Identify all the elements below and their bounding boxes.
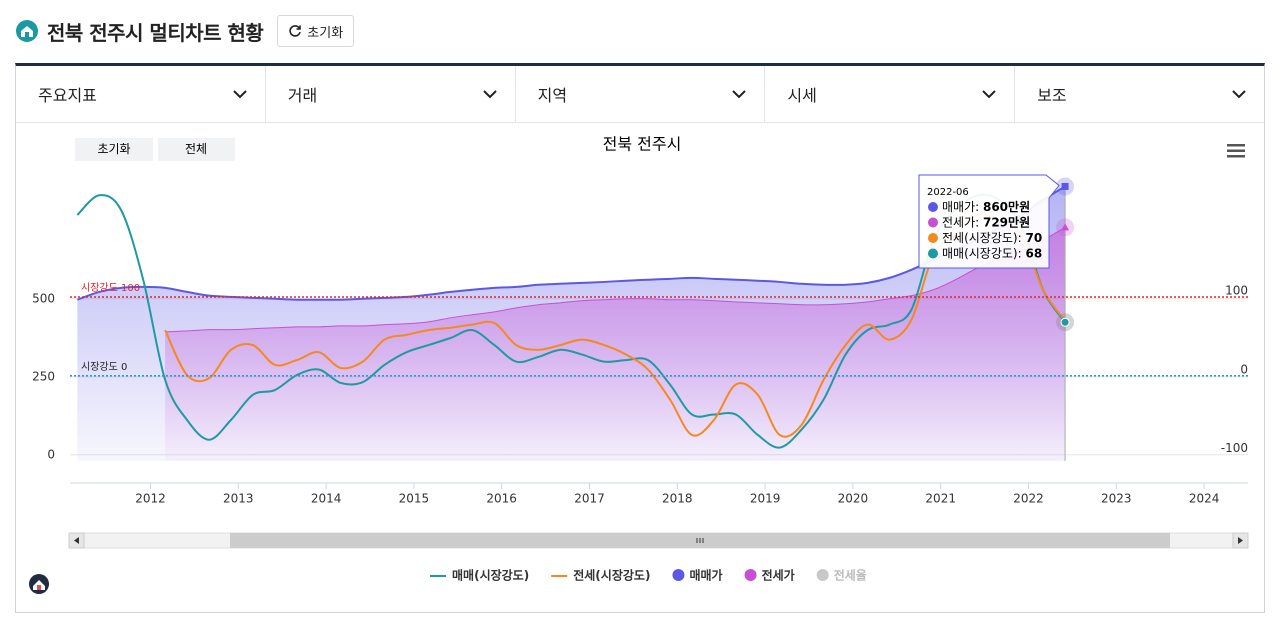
tooltip-value: 860만원 (983, 199, 1030, 214)
marker (1061, 223, 1070, 231)
scrollbar[interactable] (68, 532, 1249, 549)
tooltip-row: 매매가: 860만원 (942, 199, 1030, 214)
tooltip-sep: : (1018, 231, 1026, 245)
x-tick-label: 2019 (750, 492, 781, 506)
y2-tick-label: 100 (1225, 284, 1248, 298)
legend-item[interactable]: 전세가 (744, 568, 795, 583)
zoom-reset-label: 초기화 (97, 142, 130, 156)
tooltip-dot (928, 217, 938, 228)
tooltip-sep: : (975, 215, 983, 229)
header: 전북 전주시 멀티차트 현황 초기화 (15, 14, 355, 48)
reference-label: 시장강도 100 (81, 282, 140, 294)
tooltip-row: 매매(시장강도): 68 (942, 246, 1042, 260)
brand-icon (29, 574, 49, 594)
area (165, 227, 1066, 461)
chart-title: 전북 전주시 (603, 135, 682, 154)
x-tick-label: 2014 (311, 492, 342, 506)
tooltip-value: 729만원 (983, 214, 1030, 229)
line (76, 193, 1066, 449)
tooltip-dot (928, 202, 938, 212)
chart-panel: 주요지표 거래 지역 시세 보조 (15, 63, 1265, 613)
x-tick-label: 2024 (1189, 492, 1220, 506)
x-tick-label: 2022 (1013, 492, 1044, 506)
filter-label: 주요지표 (38, 86, 97, 105)
x-tick-label: 2013 (223, 492, 254, 506)
legend-item[interactable]: 매매가 (672, 568, 723, 583)
reset-button[interactable]: 초기화 (277, 15, 355, 47)
x-tick-label: 2020 (838, 492, 869, 506)
legend-label: 매매가 (689, 568, 722, 583)
x-tick-label: 2021 (925, 492, 956, 506)
filter-label: 거래 (287, 86, 318, 105)
area-line (76, 185, 1066, 301)
tooltip-name: 전세가 (942, 215, 975, 229)
menu-button[interactable] (1227, 144, 1245, 158)
x-tick-label: 2012 (135, 492, 166, 506)
reset-label: 초기화 (307, 25, 344, 41)
tooltip-dot (928, 248, 938, 259)
reference-label: 시장강도 0 (81, 361, 127, 373)
x-tick-label: 2016 (486, 492, 517, 506)
legend-swatch (744, 569, 757, 581)
filter-dropdown[interactable]: 시세 (765, 66, 1016, 122)
filter-dropdown[interactable]: 주요지표 (16, 66, 266, 122)
filter-label: 지역 (537, 86, 568, 105)
legend-item[interactable]: 전세율 (816, 568, 867, 583)
tooltip-box (918, 174, 1060, 269)
y2-tick-label: -100 (1221, 441, 1248, 455)
zoom-all-button[interactable] (158, 138, 235, 161)
filter-label: 보조 (1037, 86, 1067, 105)
filter-dropdown[interactable]: 지역 (516, 66, 766, 122)
tooltip-dot (928, 233, 938, 243)
legend-label: 전세율 (834, 568, 867, 583)
tooltip-value: 68 (1025, 246, 1042, 260)
y-tick-label: 0 (47, 447, 55, 461)
tooltip-name: 매매가 (942, 200, 975, 214)
logo-icon (16, 20, 38, 42)
zoom-all-label: 전체 (185, 142, 207, 156)
legend-label: 전세(시장강도) (573, 568, 650, 583)
marker (1060, 317, 1070, 327)
area-line (165, 226, 1066, 333)
filter-dropdown[interactable]: 거래 (266, 66, 516, 122)
legend-label: 전세가 (762, 568, 795, 583)
legend-item[interactable]: 매매(시장강도) (430, 568, 529, 583)
tooltip-row: 전세(시장강도): 70 (942, 231, 1042, 245)
x-tick-label: 2018 (662, 492, 693, 506)
y-tick-label: 500 (32, 291, 55, 305)
x-tick-label: 2017 (574, 492, 605, 506)
filter-bar: 주요지표 거래 지역 시세 보조 (16, 66, 1264, 123)
x-tick-label: 2023 (1101, 492, 1132, 506)
tooltip-date: 2022-06 (927, 187, 969, 198)
zoom-reset-button[interactable] (75, 138, 153, 161)
legend-label: 매매(시장강도) (452, 568, 529, 583)
line (164, 213, 1066, 438)
page-title: 전북 전주시 멀티차트 현황 (47, 20, 264, 45)
tooltip-sep: : (975, 200, 983, 214)
legend-swatch (672, 569, 685, 581)
tooltip-sep: : (1018, 246, 1026, 260)
filter-dropdown[interactable]: 보조 (1015, 66, 1264, 122)
marker (1061, 182, 1069, 190)
tooltip-value: 70 (1025, 231, 1042, 245)
legend-item[interactable]: 전세(시장강도) (551, 568, 650, 583)
legend-swatch (816, 569, 829, 581)
x-tick-label: 2015 (399, 492, 430, 506)
y2-tick-label: 0 (1240, 362, 1248, 376)
tooltip-row: 전세가: 729만원 (942, 214, 1030, 229)
tooltip-name: 전세(시장강도) (942, 231, 1018, 245)
filter-label: 시세 (787, 86, 817, 105)
tooltip-name: 매매(시장강도) (942, 246, 1018, 260)
y-tick-label: 250 (32, 369, 55, 383)
